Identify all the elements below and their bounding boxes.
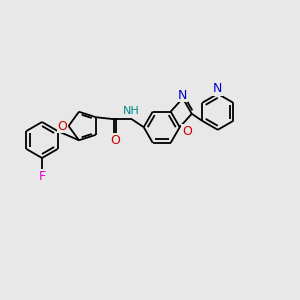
Text: O: O [58,119,68,133]
Text: N: N [178,89,188,102]
Text: F: F [38,169,46,182]
Text: O: O [182,125,192,138]
Text: O: O [110,134,120,147]
Text: NH: NH [123,106,140,116]
Text: N: N [213,82,223,95]
